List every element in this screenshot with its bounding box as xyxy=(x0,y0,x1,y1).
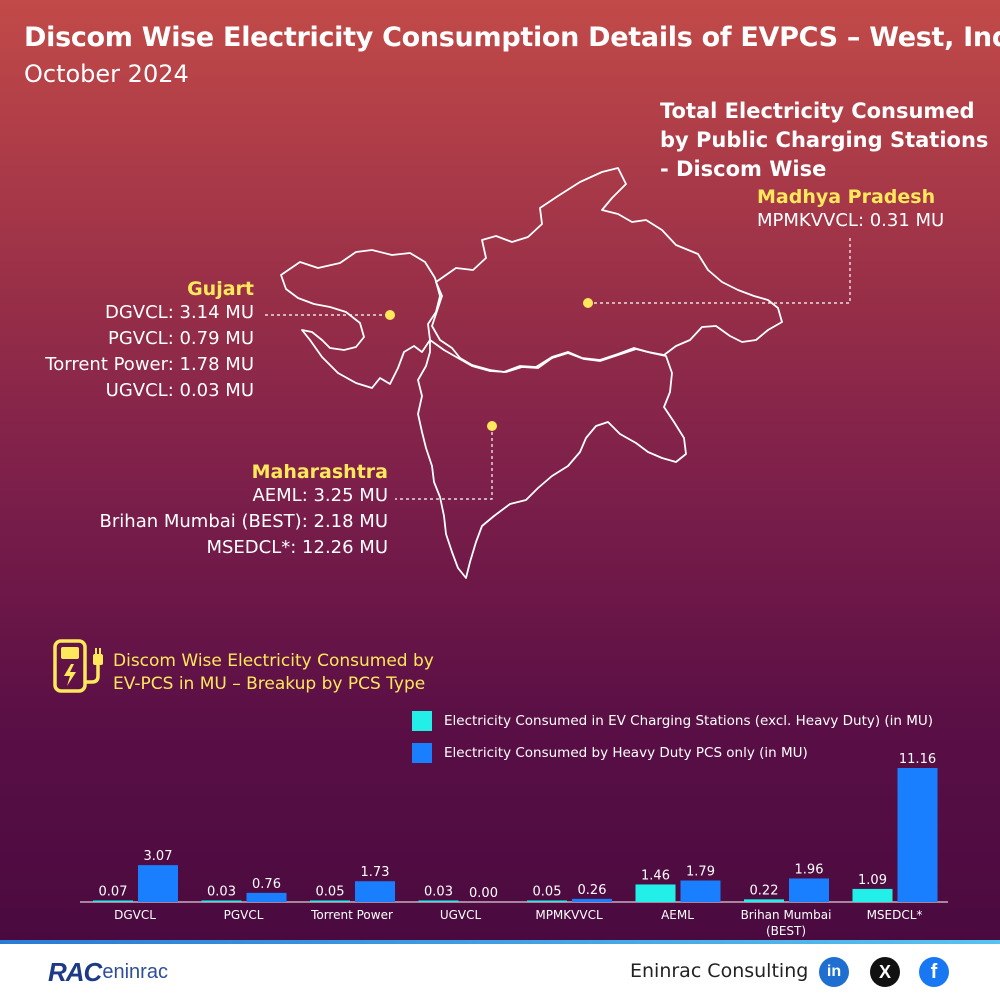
breakup-heading-line: EV-PCS in MU – Breakup by PCS Type xyxy=(113,674,426,694)
marker-maharashtra xyxy=(487,421,497,431)
bar-ev-charging xyxy=(635,884,676,902)
legend-swatch xyxy=(412,743,432,763)
bar-ev-charging xyxy=(527,900,567,902)
bar-ev-charging xyxy=(418,900,459,902)
region-value: AEML: 3.25 MU xyxy=(252,485,388,506)
bar-chart: 0.07 3.07 DGVCL 0.03 0.76 PGVCL 0.05 1.73 Torren… xyxy=(93,752,938,938)
bar-ev-charging xyxy=(93,900,133,902)
region-value: Brihan Mumbai (BEST): 2.18 MU xyxy=(99,511,388,532)
page-subtitle: October 2024 xyxy=(24,60,189,88)
legend-item-series-1: Electricity Consumed in EV Charging Stat… xyxy=(412,711,933,731)
data-label: 0.03 xyxy=(207,885,236,900)
bar-heavy-duty xyxy=(246,892,287,902)
maharashtra-block: Maharashtra AEML: 3.25 MU Brihan Mumbai … xyxy=(100,461,388,561)
region-value: MSEDCL*: 12.26 MU xyxy=(206,537,388,558)
category-label: Brihan Mumbai xyxy=(741,908,832,922)
category-label: DGVCL xyxy=(114,908,156,922)
category-label: Torrent Power xyxy=(310,908,393,922)
legend-label: Electricity Consumed in EV Charging Stat… xyxy=(444,713,934,729)
data-label: 0.03 xyxy=(424,885,453,900)
category-label: MSEDCL* xyxy=(867,908,923,922)
region-name-gujarat: Gujart xyxy=(187,278,254,300)
madhya-pradesh-outline xyxy=(431,167,783,373)
bar-heavy-duty xyxy=(138,865,178,902)
bar-ev-charging xyxy=(852,888,893,902)
data-label: 11.16 xyxy=(899,752,936,767)
category-label: UGVCL xyxy=(440,908,482,922)
breakup-heading-line: Discom Wise Electricity Consumed by xyxy=(113,651,434,671)
map-heading-line: Total Electricity Consumed xyxy=(660,99,975,123)
legend-swatch xyxy=(412,711,432,731)
bar-ev-charging xyxy=(744,899,784,902)
legend-item-series-2: Electricity Consumed by Heavy Duty PCS o… xyxy=(412,743,808,763)
data-label: 0.07 xyxy=(99,885,128,900)
page-title: Discom Wise Electricity Consumption Deta… xyxy=(24,22,1000,53)
region-name-maharashtra: Maharashtra xyxy=(251,461,388,483)
data-label: 1.79 xyxy=(686,865,715,880)
logo-rac: RAC xyxy=(48,957,102,987)
bar-ev-charging xyxy=(201,900,242,902)
bar-heavy-duty xyxy=(355,881,395,902)
region-value: MPMKVVCL: 0.31 MU xyxy=(757,210,945,231)
bar-heavy-duty xyxy=(789,878,829,902)
legend-label: Electricity Consumed by Heavy Duty PCS o… xyxy=(444,745,808,761)
category-label: MPMKVVCL xyxy=(535,908,603,922)
region-value: UGVCL: 0.03 MU xyxy=(105,380,254,401)
region-value: Torrent Power: 1.78 MU xyxy=(45,354,254,375)
data-label: 0.05 xyxy=(533,885,562,900)
region-value: PGVCL: 0.79 MU xyxy=(107,328,254,349)
bar-heavy-duty xyxy=(680,880,721,902)
connector-lines xyxy=(265,238,851,500)
maharashtra-outline xyxy=(417,339,687,579)
connector-maharashtra xyxy=(395,426,493,500)
data-label: 0.05 xyxy=(316,885,345,900)
marker-gujarat xyxy=(385,310,395,320)
data-label: 0.26 xyxy=(578,883,607,898)
category-label: PGVCL xyxy=(224,908,264,922)
data-label: 0.00 xyxy=(469,886,498,901)
data-label: 1.96 xyxy=(795,862,824,877)
data-label: 1.73 xyxy=(361,865,390,880)
data-label: 0.22 xyxy=(750,883,779,898)
bar-heavy-duty xyxy=(897,768,938,902)
madhya-pradesh-block: Madhya Pradesh MPMKVVCL: 0.31 MU xyxy=(757,186,944,234)
x-icon[interactable]: X xyxy=(870,957,900,987)
gujarat-outline xyxy=(280,249,441,389)
data-label: 1.09 xyxy=(858,873,887,888)
ev-charger-icon xyxy=(53,639,103,693)
west-india-map xyxy=(265,167,851,579)
map-heading-line: - Discom Wise xyxy=(660,157,827,181)
logo-brand: eninrac xyxy=(102,961,168,983)
category-label: (BEST) xyxy=(766,924,806,938)
data-label: 0.76 xyxy=(252,877,281,892)
marker-madhya-pradesh xyxy=(583,298,593,308)
region-name-madhya-pradesh: Madhya Pradesh xyxy=(757,186,936,208)
bar-ev-charging xyxy=(310,900,350,902)
data-label: 1.46 xyxy=(641,868,670,883)
region-value: DGVCL: 3.14 MU xyxy=(104,302,254,323)
linkedin-icon[interactable]: in xyxy=(819,957,849,987)
facebook-icon[interactable]: f xyxy=(919,957,949,987)
breakup-heading: Discom Wise Electricity Consumed by EV-P… xyxy=(113,650,434,696)
eninrac-logo: RAC eninrac xyxy=(48,957,168,988)
bar-heavy-duty xyxy=(572,898,612,902)
gujarat-block: Gujart DGVCL: 3.14 MU PGVCL: 0.79 MU Tor… xyxy=(45,278,254,404)
map-heading: Total Electricity Consumed by Public Cha… xyxy=(660,97,988,184)
map-heading-line: by Public Charging Stations xyxy=(660,128,989,152)
category-label: AEML xyxy=(661,908,694,922)
data-label: 3.07 xyxy=(144,849,173,864)
company-name: Eninrac Consulting xyxy=(630,960,809,982)
